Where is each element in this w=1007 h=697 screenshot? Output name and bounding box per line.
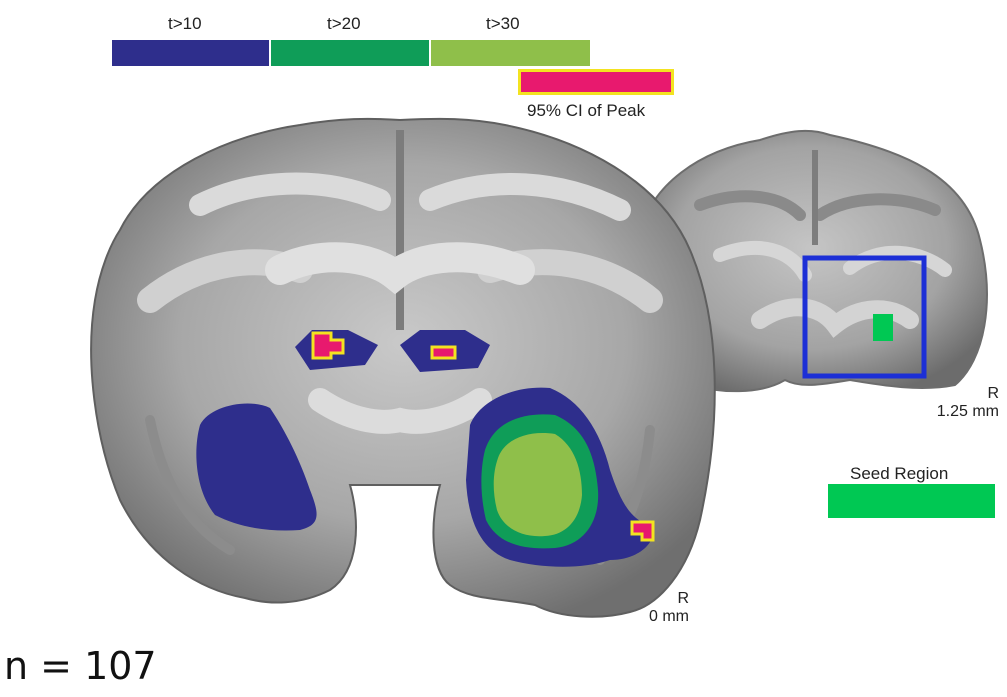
seed-region-mark — [873, 314, 893, 341]
legend-swatch-t10 — [112, 40, 269, 66]
small-slice-position: 1.25 mm — [936, 403, 999, 420]
legend-swatch-seed-region — [828, 484, 995, 518]
main-slice-orientation: R — [677, 590, 689, 607]
legend-label-t10: t>10 — [168, 14, 202, 33]
peak-ci-marker-1 — [311, 331, 345, 360]
seed-zoom-box — [802, 255, 927, 379]
sample-size-label: n = 107 — [4, 644, 157, 688]
activation-blob-right-striatum-t30 — [493, 433, 582, 537]
main-slice-position: 0 mm — [649, 608, 689, 625]
main-brain-slice — [90, 117, 716, 618]
small-slice-orientation: R — [987, 385, 999, 402]
legend-swatch-t30 — [431, 40, 590, 66]
peak-ci-marker-3 — [630, 520, 655, 542]
activation-blob-left-striatum — [196, 403, 317, 531]
legend-label-ci-peak: 95% CI of Peak — [527, 101, 646, 120]
legend-label-t30: t>30 — [486, 14, 520, 33]
peak-ci-marker-2 — [430, 345, 457, 360]
legend-label-seed-region: Seed Region — [850, 464, 949, 483]
legend-swatch-t20 — [271, 40, 429, 66]
legend-label-t20: t>20 — [327, 14, 361, 33]
legend-swatch-ci-peak — [518, 69, 674, 95]
small-brain-slice — [634, 129, 988, 393]
